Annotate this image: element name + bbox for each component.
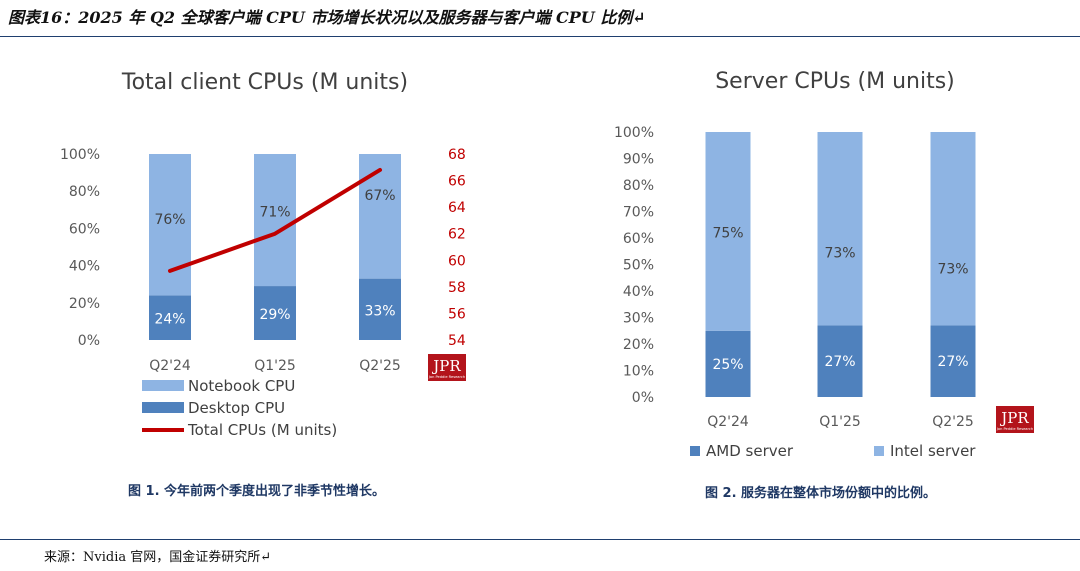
chart1-data-label-notebook: 67% (364, 188, 395, 204)
chart2-ytick-label: 50% (623, 258, 654, 274)
chart1-y2tick-label: 66 (448, 174, 466, 190)
chart2-bar-amd (705, 330, 751, 397)
chart2-data-label-intel: 73% (937, 261, 968, 277)
footer-divider (0, 539, 1080, 540)
server-cpu-chart: Server CPUs (M units) 0% 10% 20% 30% 40% 50% 6… (614, 69, 1034, 501)
chart1-legend-label: Desktop CPU (188, 399, 285, 417)
chart1-caption: 图 1. 今年前两个季度出现了非季节性增长。 (128, 483, 385, 499)
chart2-logo-text: JPR (999, 409, 1029, 427)
chart2-bar-amd (817, 325, 863, 397)
chart2-xtick-label: Q2'25 (932, 414, 974, 430)
chart1-data-label-notebook: 71% (259, 205, 290, 221)
chart1-y2tick-label: 56 (448, 306, 466, 322)
chart2-data-label-amd: 27% (824, 354, 855, 370)
chart2-legend-swatch (690, 446, 700, 456)
chart2-bar-amd (930, 325, 976, 397)
chart2-ytick-label: 20% (623, 337, 654, 353)
chart1-ytick-label: 0% (78, 333, 100, 349)
chart2-data-label-intel: 73% (824, 246, 855, 262)
chart1-bar-notebook (254, 154, 296, 287)
chart2-data-label-intel: 75% (712, 226, 743, 242)
chart1-total-line (168, 167, 382, 273)
source-note: 来源：Nvidia 官网，国金证券研究所↵ (44, 550, 272, 565)
chart2-xtick-label: Q1'25 (819, 414, 861, 430)
chart1-y2tick-label: 60 (448, 253, 466, 269)
chart1-xtick-label: Q1'25 (254, 358, 296, 374)
chart1-logo-subtext: Jon Peddie Research (428, 375, 465, 379)
chart2-legend-label: AMD server (706, 442, 794, 460)
chart2-ytick-label: 60% (623, 231, 654, 247)
chart2-legend-swatch (874, 446, 884, 456)
chart1-data-label-notebook: 76% (154, 212, 185, 228)
chart1-logo: JPR Jon Peddie Research (428, 354, 466, 381)
chart2-ytick-label: 30% (623, 311, 654, 327)
chart2-caption: 图 2. 服务器在整体市场份额中的比例。 (705, 485, 936, 501)
chart1-title: Total client CPUs (M units) (121, 70, 408, 95)
chart2-ytick-label: 70% (623, 205, 654, 221)
chart2-ytick-label: 80% (623, 178, 654, 194)
chart1-data-label-desktop: 29% (259, 307, 290, 323)
chart1-legend-label: Total CPUs (M units) (187, 421, 337, 439)
chart2-logo: JPR Jon Peddie Research (996, 406, 1034, 433)
chart1-y2tick-label: 54 (448, 333, 466, 349)
chart1-bar-desktop (359, 278, 401, 340)
chart2-data-label-amd: 27% (937, 354, 968, 370)
title-divider (0, 36, 1080, 37)
page-title: 图表16：2025 年 Q2 全球客户端 CPU 市场增长状况以及服务器与客户端… (8, 8, 646, 27)
chart1-xtick-label: Q2'25 (359, 358, 401, 374)
chart2-ytick-label: 40% (623, 284, 654, 300)
chart1-ytick-label: 40% (69, 259, 100, 275)
chart2-ytick-label: 10% (623, 364, 654, 380)
chart1-ytick-label: 80% (69, 184, 100, 200)
chart1-data-label-desktop: 33% (364, 303, 395, 319)
chart2-xtick-label: Q2'24 (707, 414, 749, 430)
chart1-y2tick-label: 68 (448, 147, 466, 163)
chart2-bar-intel (930, 132, 976, 326)
chart1-bar-desktop (149, 295, 191, 340)
chart1-ytick-label: 20% (69, 296, 100, 312)
chart2-ytick-label: 90% (623, 152, 654, 168)
chart2-bar-intel (817, 132, 863, 326)
chart1-y2tick-label: 62 (448, 227, 466, 243)
chart2-logo-subtext: Jon Peddie Research (996, 427, 1033, 431)
chart1-ytick-label: 60% (69, 221, 100, 237)
chart1-legend-swatch (142, 380, 184, 391)
chart1-y2tick-label: 58 (448, 280, 466, 296)
chart1-bar-notebook (359, 154, 401, 279)
chart1-bar-desktop (254, 286, 296, 340)
chart1-y2tick-label: 64 (448, 200, 466, 216)
chart1-data-label-desktop: 24% (154, 312, 185, 328)
chart1-logo-text: JPR (431, 357, 461, 375)
chart2-data-label-amd: 25% (712, 357, 743, 373)
chart1-xtick-label: Q2'24 (149, 358, 191, 374)
chart2-legend-label: Intel server (890, 442, 976, 460)
chart1-legend-swatch (142, 402, 184, 413)
chart1-legend-label: Notebook CPU (188, 377, 295, 395)
chart2-ytick-label: 0% (632, 390, 654, 406)
chart2-bar-intel (705, 132, 751, 331)
chart2-title: Server CPUs (M units) (715, 69, 955, 94)
client-cpu-chart: Total client CPUs (M units) 0% 20% 40% 60% 8… (60, 70, 466, 499)
chart2-ytick-label: 100% (614, 125, 654, 141)
chart1-ytick-label: 100% (60, 147, 100, 163)
